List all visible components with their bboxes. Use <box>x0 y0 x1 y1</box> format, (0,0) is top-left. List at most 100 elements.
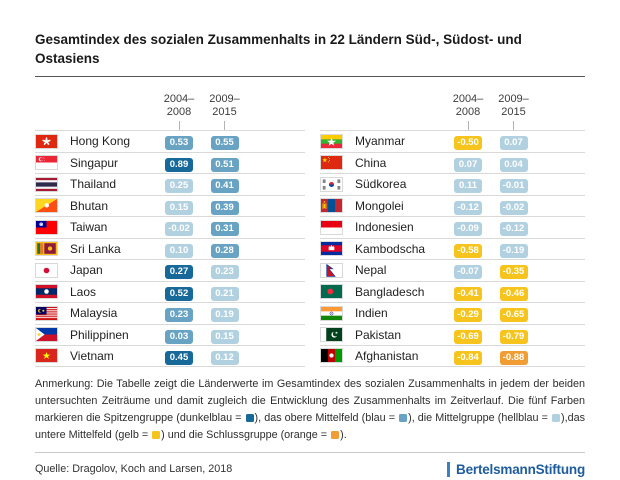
country-name-label: Malaysia <box>70 306 118 321</box>
value-badge-2004-2008: 0.23 <box>165 308 193 323</box>
value-badge-2004-2008: 0.03 <box>165 329 193 344</box>
value-badge-2004-2008: 0.11 <box>454 179 482 194</box>
table-row: Mongolei -0.12 -0.02 <box>320 194 585 217</box>
logo-text-bold: Stiftung <box>535 461 586 477</box>
value-badge-2009-2015: -0.35 <box>499 265 528 280</box>
value-badge-2004-2008: -0.02 <box>165 222 193 237</box>
country-name-label: Laos <box>70 284 97 299</box>
flag-philippines-icon <box>35 328 69 342</box>
flag-south-korea-icon <box>320 177 354 191</box>
country-name-label: Bangladesch <box>355 284 425 299</box>
flag-japan-icon <box>35 263 69 277</box>
country-name-label: Mongolei <box>355 198 404 213</box>
page-title: Gesamtindex des sozialen Zusammenhalts i… <box>35 32 522 66</box>
value-badge-2004-2008: -0.50 <box>454 136 482 151</box>
flag-cambodia-icon <box>320 242 354 256</box>
period-header-2004-2008: 2004– 2008 <box>156 93 202 130</box>
table-right: 2004– 2008 2009– 2015 Myanmar -0.50 0.07 C… <box>320 77 585 367</box>
country-name-label: Taiwan <box>70 220 108 235</box>
value-badge-2009-2015: -0.79 <box>499 329 528 344</box>
value-badge-2004-2008: -0.09 <box>454 222 482 237</box>
table-row: Kambodscha -0.58 -0.19 <box>320 237 585 260</box>
value-badge-2009-2015: 0.19 <box>210 308 239 323</box>
table-left-header: 2004– 2008 2009– 2015 <box>35 77 305 130</box>
period-header-2004-2008: 2004– 2008 <box>445 93 491 130</box>
tick-mark <box>178 121 180 130</box>
country-name-label: Myanmar <box>355 134 406 149</box>
table-row: Philippinen 0.03 0.15 <box>35 323 305 346</box>
table-row: Afghanistan -0.84 -0.88 <box>320 345 585 367</box>
country-name-label: China <box>355 155 387 170</box>
value-badge-2009-2015: 0.55 <box>210 136 239 151</box>
country-name-label: Südkorea <box>355 177 407 192</box>
hellblau-legend-swatch <box>551 413 560 422</box>
gelb-legend-swatch <box>152 430 161 439</box>
table-row: Bangladesch -0.41 -0.46 <box>320 280 585 303</box>
value-badge-2009-2015: 0.31 <box>210 222 239 237</box>
table-right-header: 2004– 2008 2009– 2015 <box>320 77 585 130</box>
bertelsmann-stiftung-logo: Bertelsmann Stiftung <box>447 461 586 477</box>
value-badge-2004-2008: 0.53 <box>165 136 193 151</box>
footer: Quelle: Dragolov, Koch and Larsen, 2018 … <box>35 461 586 477</box>
flag-pakistan-icon <box>320 328 354 342</box>
value-badge-2004-2008: 0.07 <box>454 157 482 172</box>
table-row: Thailand 0.25 0.41 <box>35 173 305 195</box>
table-row: Laos 0.52 0.21 <box>35 280 305 303</box>
value-badge-2009-2015: -0.01 <box>499 179 528 194</box>
tick-mark <box>513 121 514 130</box>
country-name-label: Indonesien <box>355 220 414 235</box>
table-left: 2004– 2008 2009– 2015 Hong Kong 0.53 0.55 … <box>35 77 305 367</box>
table-row: Singapur 0.89 0.51 <box>35 151 305 174</box>
value-badge-2004-2008: 0.25 <box>165 179 193 194</box>
flag-hong-kong-icon <box>35 134 69 148</box>
country-name-label: Pakistan <box>355 327 402 342</box>
country-name-label: Singapur <box>70 155 119 170</box>
table-row: Indien -0.29 -0.65 <box>320 302 585 324</box>
blau-legend-swatch <box>399 413 408 422</box>
flag-nepal-icon <box>320 263 354 277</box>
flag-sri-lanka-icon <box>35 242 69 256</box>
value-badge-2009-2015: -0.46 <box>499 286 528 301</box>
country-name-label: Sri Lanka <box>70 241 121 256</box>
flag-china-icon <box>320 156 354 170</box>
value-badge-2009-2015: 0.23 <box>210 265 239 280</box>
logo-text-regular: Bertelsmann <box>456 461 536 477</box>
country-name-label: Afghanistan <box>355 348 419 363</box>
dunkelblau-legend-swatch <box>245 413 254 422</box>
flag-bangladesh-icon <box>320 285 354 299</box>
country-name-label: Vietnam <box>70 348 114 363</box>
table-row: Sri Lanka 0.10 0.28 <box>35 237 305 260</box>
table-row: Nepal -0.07 -0.35 <box>320 259 585 281</box>
value-badge-2009-2015: 0.39 <box>210 200 239 215</box>
value-badge-2004-2008: 0.15 <box>165 200 193 215</box>
flag-indonesia-icon <box>320 220 354 234</box>
flag-singapore-icon <box>35 156 69 170</box>
table-row: Taiwan -0.02 0.31 <box>35 216 305 238</box>
value-badge-2009-2015: -0.02 <box>499 200 528 215</box>
flag-thailand-icon <box>35 177 69 191</box>
value-badge-2009-2015: 0.51 <box>210 157 239 172</box>
flag-mongolia-icon <box>320 199 354 213</box>
value-badge-2004-2008: 0.89 <box>165 157 193 172</box>
country-name-label: Hong Kong <box>70 134 131 149</box>
value-badge-2009-2015: -0.12 <box>499 222 528 237</box>
flag-afghanistan-icon <box>320 349 354 363</box>
table-row: Pakistan -0.69 -0.79 <box>320 323 585 346</box>
orange-legend-swatch <box>331 430 340 439</box>
value-badge-2004-2008: 0.45 <box>165 350 193 365</box>
value-badge-2004-2008: 0.52 <box>165 286 193 301</box>
value-badge-2009-2015: -0.88 <box>499 350 528 365</box>
flag-india-icon <box>320 306 354 320</box>
tick-mark <box>224 121 225 130</box>
table-row: Japan 0.27 0.23 <box>35 259 305 281</box>
value-badge-2009-2015: -0.19 <box>499 243 528 258</box>
value-badge-2009-2015: -0.65 <box>499 308 528 323</box>
source-text: Quelle: Dragolov, Koch and Larsen, 2018 <box>35 463 233 475</box>
flag-laos-icon <box>35 285 69 299</box>
value-badge-2004-2008: -0.07 <box>454 265 482 280</box>
country-name-label: Indien <box>355 306 388 321</box>
value-badge-2009-2015: 0.04 <box>499 157 528 172</box>
table-row: Vietnam 0.45 0.12 <box>35 345 305 367</box>
value-badge-2004-2008: -0.58 <box>454 243 482 258</box>
